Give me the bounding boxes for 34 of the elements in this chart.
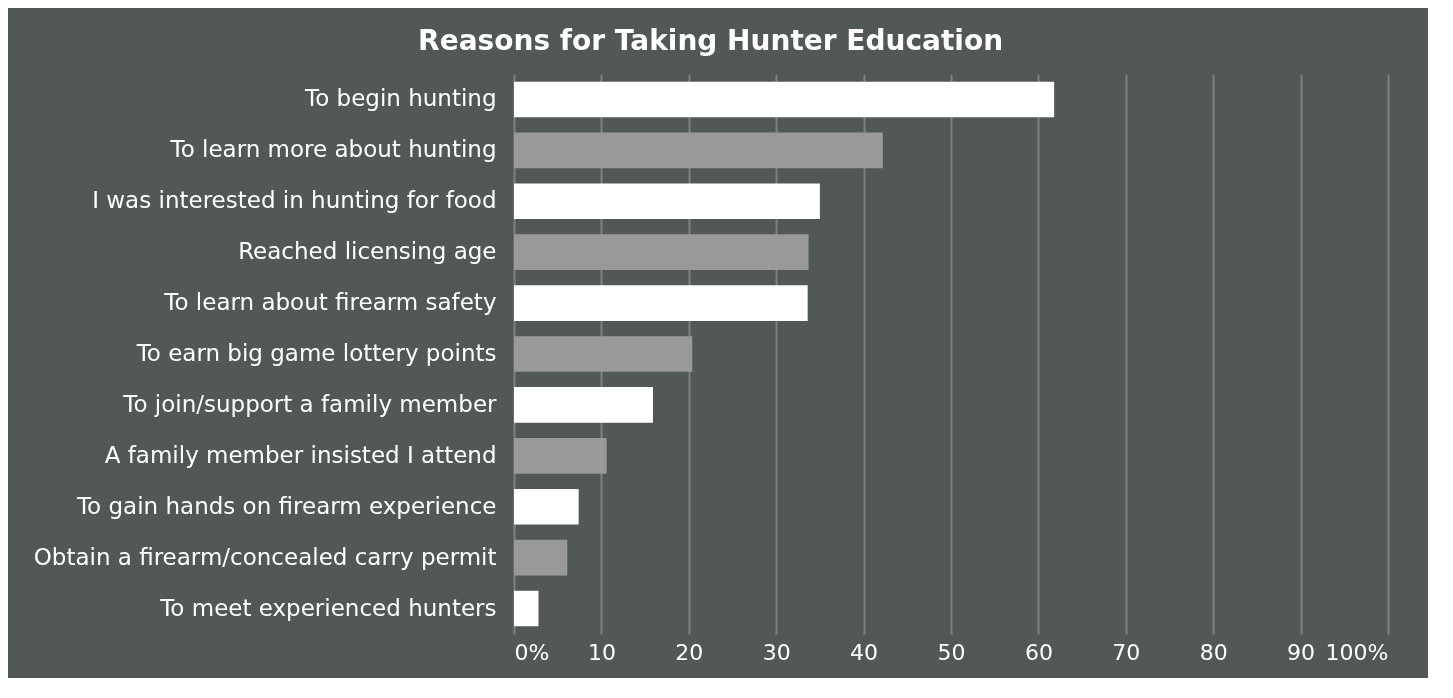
bar bbox=[514, 132, 883, 169]
x-tick-label: 70 bbox=[1112, 639, 1141, 665]
x-tick-label: 80 bbox=[1199, 639, 1228, 665]
y-tick-label: To earn big game lottery points bbox=[135, 340, 497, 366]
y-tick-label: A family member insisted I attend bbox=[104, 441, 497, 468]
y-tick-label: I was interested in hunting for food bbox=[92, 187, 497, 214]
x-tick-label: 20 bbox=[675, 639, 704, 665]
y-tick-label: To begin hunting bbox=[304, 85, 497, 112]
bar bbox=[514, 590, 539, 627]
bar bbox=[514, 488, 579, 525]
x-tick-label: 0% bbox=[514, 639, 550, 665]
y-tick-label: Reached licensing age bbox=[238, 238, 497, 265]
bar bbox=[514, 183, 820, 220]
x-tick-label: 60 bbox=[1024, 639, 1053, 665]
x-tick-label: 40 bbox=[850, 639, 879, 665]
y-tick-label: To learn about firearm safety bbox=[163, 289, 497, 316]
x-tick-label: 90 bbox=[1287, 639, 1316, 665]
x-tick-label: 50 bbox=[937, 639, 966, 665]
bar bbox=[514, 234, 809, 270]
chart-title: Reasons for Taking Hunter Education bbox=[418, 24, 1004, 57]
bar bbox=[514, 81, 1055, 118]
x-tick-label: 10 bbox=[587, 639, 616, 665]
bar bbox=[514, 438, 607, 474]
y-tick-label: To join/support a family member bbox=[122, 390, 498, 417]
bar bbox=[514, 336, 693, 372]
y-tick-label: Obtain a firearm/concealed carry permit bbox=[33, 543, 497, 570]
bar bbox=[514, 387, 653, 423]
x-tick-label: 30 bbox=[762, 639, 791, 665]
x-tick-label: 100% bbox=[1325, 639, 1389, 665]
y-tick-label: To learn more about hunting bbox=[169, 136, 497, 163]
bar bbox=[514, 539, 568, 576]
y-tick-label: To gain hands on firearm experience bbox=[75, 492, 497, 519]
bar bbox=[514, 285, 808, 321]
y-tick-label: To meet experienced hunters bbox=[159, 594, 497, 621]
